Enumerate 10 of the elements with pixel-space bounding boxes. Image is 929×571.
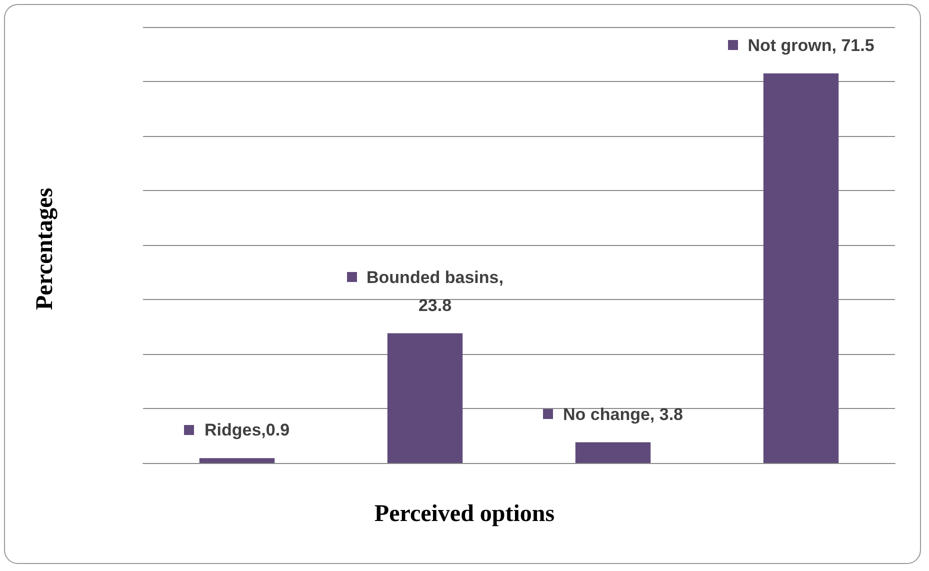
data-label: Bounded basins, 23.8 [366, 268, 504, 315]
data-label: Ridges,0.9 [204, 420, 290, 440]
x-axis-title: Perceived options [374, 501, 555, 527]
data-label: No change, 3.8 [563, 404, 683, 424]
bar [199, 458, 275, 463]
bar [763, 73, 839, 463]
bar [575, 442, 651, 463]
y-axis-title: Percentages [32, 188, 58, 310]
data-label: Not grown, 71.5 [748, 36, 874, 55]
bar [387, 333, 463, 463]
